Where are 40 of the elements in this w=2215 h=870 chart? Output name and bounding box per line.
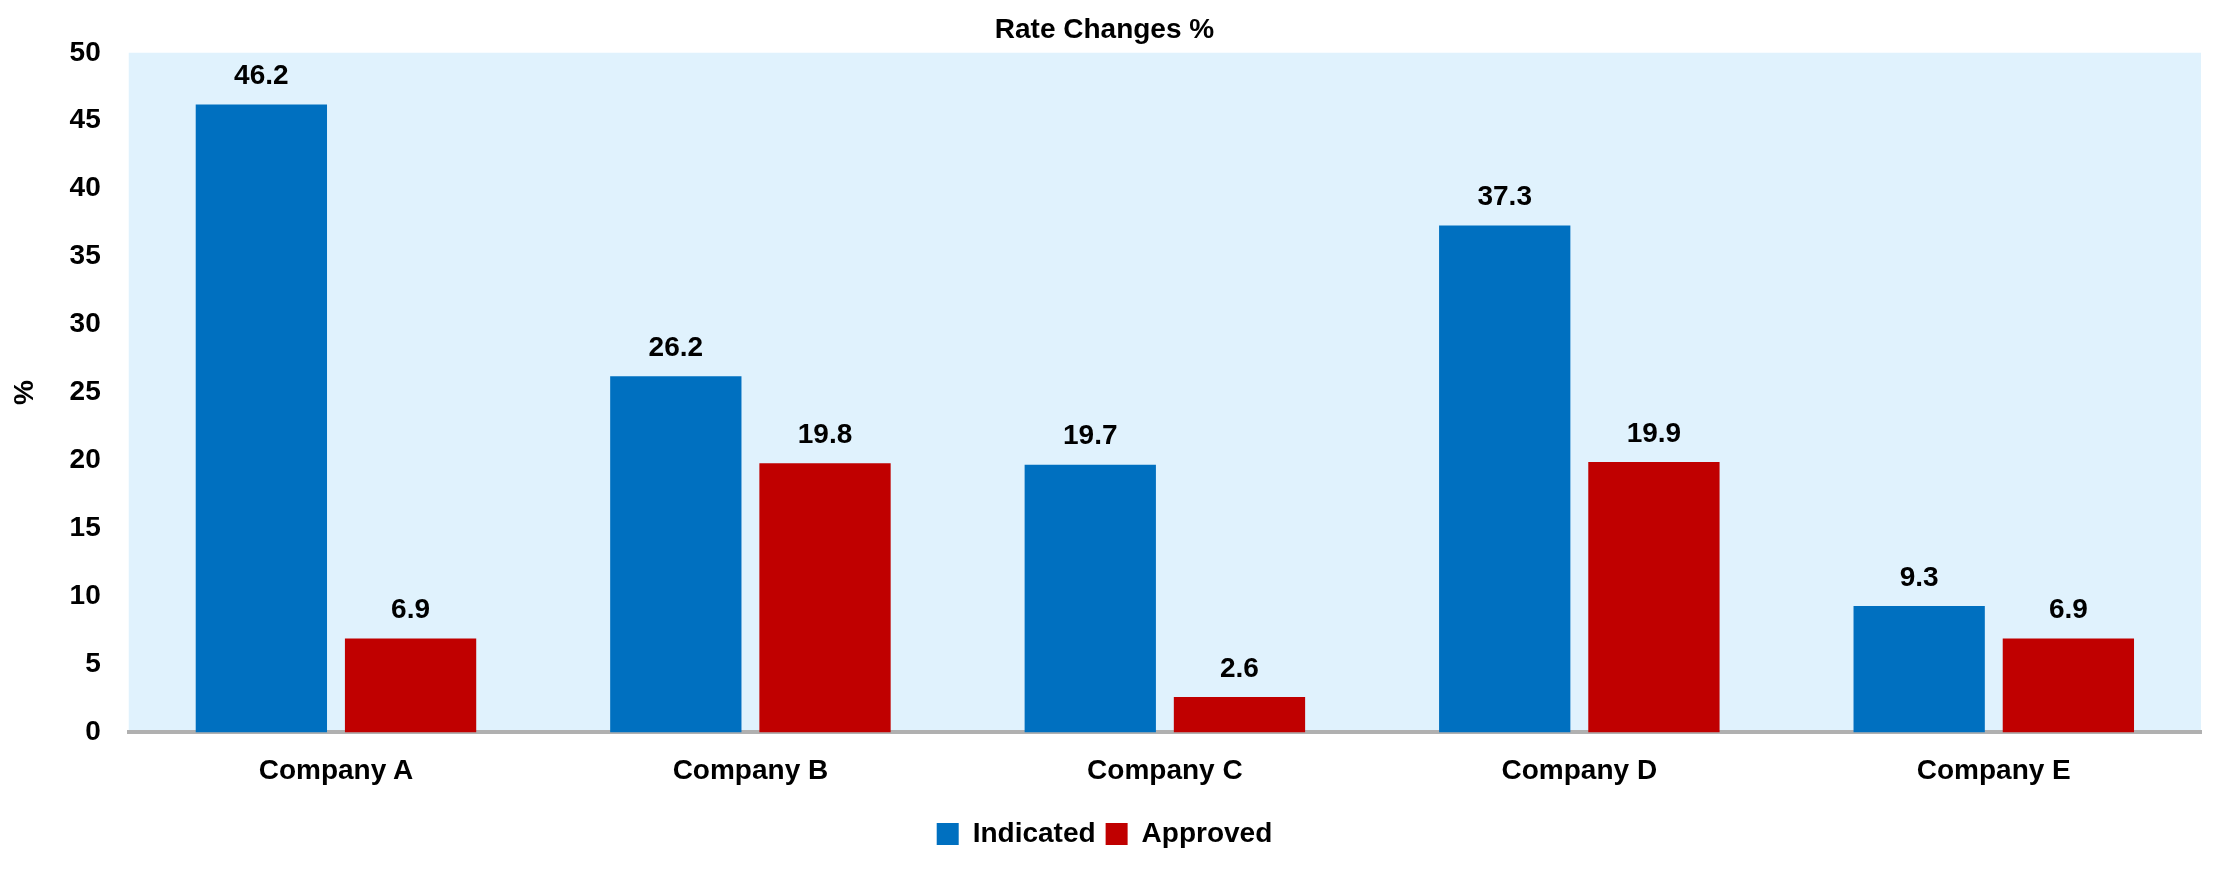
y-axis-title: % xyxy=(7,380,39,406)
y-tick-label: 5 xyxy=(85,647,101,679)
data-label: 19.9 xyxy=(1626,416,1682,448)
x-tick-label: Company E xyxy=(1916,753,2071,785)
bar xyxy=(195,104,328,733)
y-tick-label: 35 xyxy=(69,239,101,271)
data-label: 19.8 xyxy=(797,418,853,449)
bar xyxy=(1173,697,1306,733)
y-tick-label: 20 xyxy=(69,443,101,475)
y-tick-label: 30 xyxy=(69,307,101,339)
y-tick-label: 10 xyxy=(69,579,101,611)
data-label: 2.6 xyxy=(1220,651,1259,683)
data-label: 19.7 xyxy=(1063,419,1118,451)
bar xyxy=(610,376,742,733)
bar xyxy=(1853,605,1985,733)
bar xyxy=(1588,461,1720,733)
x-tick-label: Company A xyxy=(258,753,414,785)
y-tick-label: 15 xyxy=(69,511,101,543)
data-label: 46.2 xyxy=(234,59,289,91)
bar xyxy=(344,638,477,733)
y-tick-label: 0 xyxy=(85,715,101,747)
y-tick-label: 40 xyxy=(69,171,101,203)
bar xyxy=(2002,638,2135,733)
bar xyxy=(1439,225,1571,733)
x-tick-label: Company D xyxy=(1501,753,1658,785)
y-tick-label: 25 xyxy=(69,375,101,407)
chart-title: Rate Changes % xyxy=(994,12,1215,44)
data-label: 6.9 xyxy=(2048,593,2088,625)
x-tick-label: Company C xyxy=(1087,753,1243,785)
bar xyxy=(759,463,891,733)
data-label: 6.9 xyxy=(391,593,431,625)
y-tick-label: 50 xyxy=(69,35,101,67)
legend-label: Indicated xyxy=(972,816,1096,848)
data-label: 9.3 xyxy=(1899,560,1939,592)
x-tick-label: Company B xyxy=(672,753,829,785)
data-label: 26.2 xyxy=(648,331,704,363)
legend-label: Approved xyxy=(1141,816,1273,848)
data-label: 37.3 xyxy=(1477,180,1532,212)
bar xyxy=(1024,464,1156,733)
y-tick-label: 45 xyxy=(69,103,101,135)
